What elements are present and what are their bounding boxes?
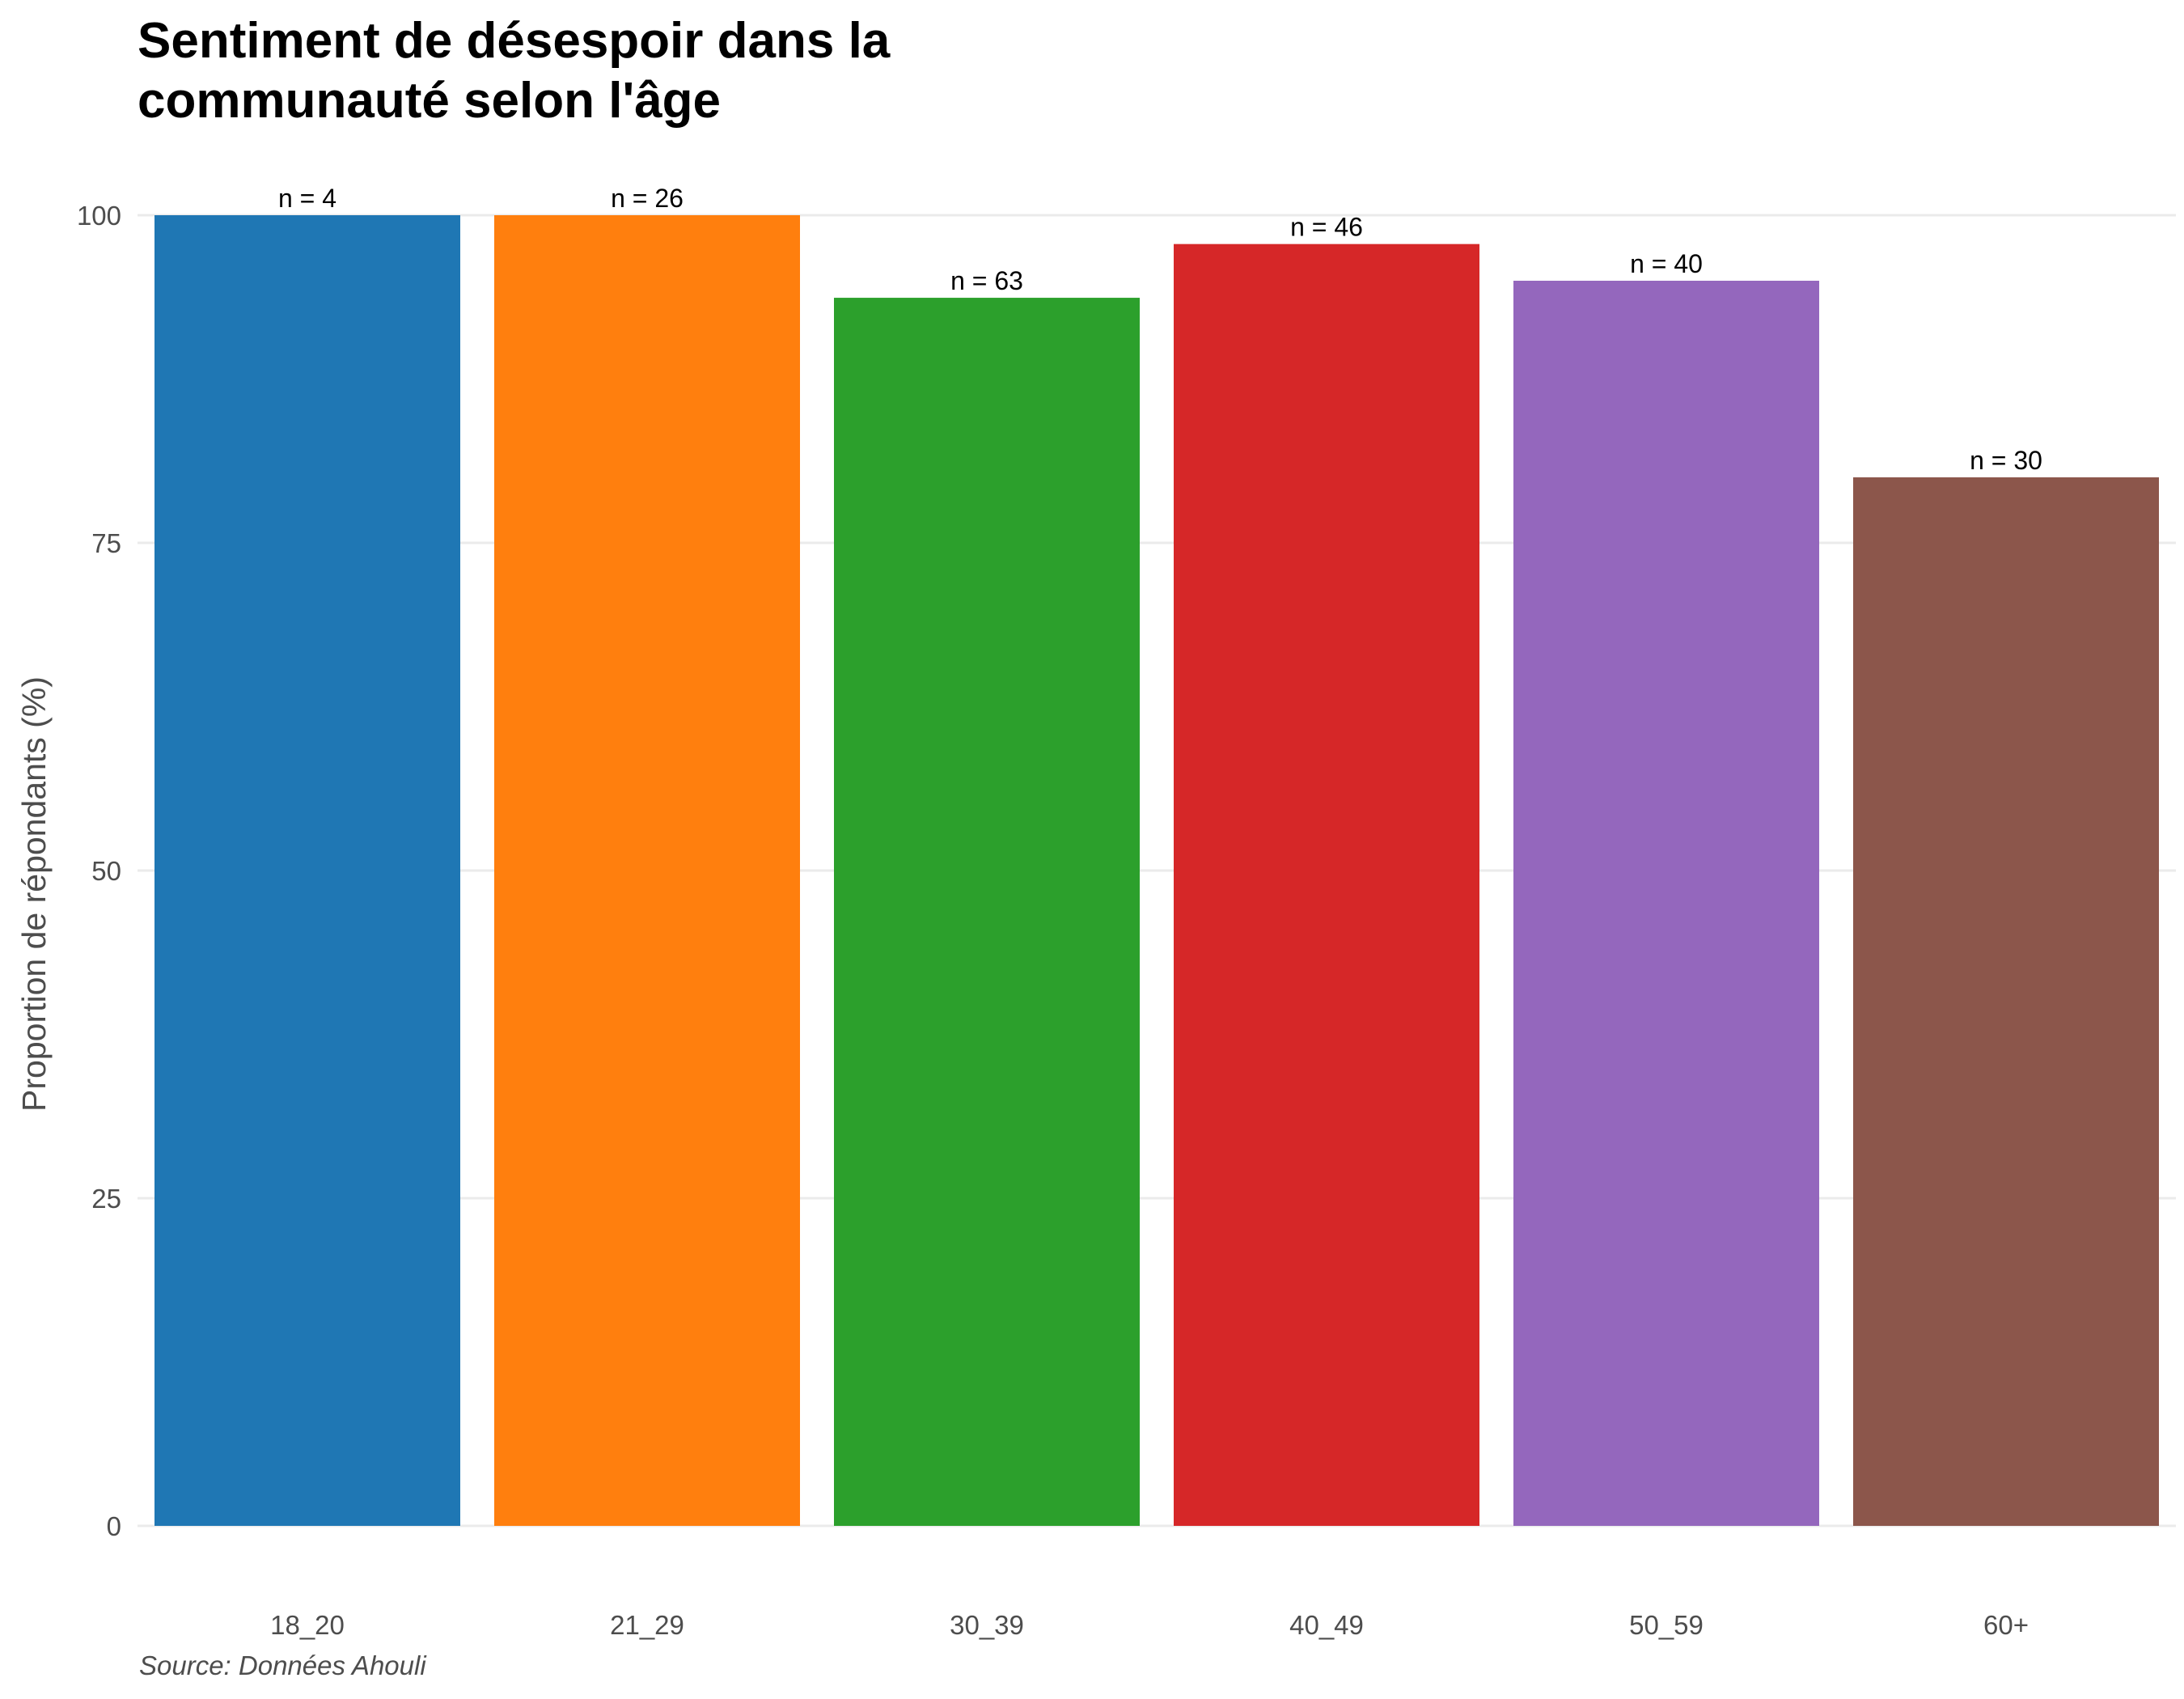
data-label-21_29: n = 26 [611,184,684,213]
y-tick-label-25: 25 [91,1184,121,1214]
bars: n = 4 n = 26 n = 63 n = 46 n = 40 n = 30 [154,184,2159,1526]
data-label-40_49: n = 46 [1290,213,1363,242]
data-label-30_39: n = 63 [950,266,1023,295]
chart-caption: Source: Données Ahouli [139,1650,426,1680]
x-tick-label-40_49: 40_49 [1289,1610,1364,1640]
bar-60+ [1853,477,2159,1526]
chart-title-line-1: Sentiment de désespoir dans la [138,13,891,69]
x-tick-label-21_29: 21_29 [610,1610,684,1640]
bar-21_29 [494,215,800,1526]
chart-title-line-2: communauté selon l'âge [138,73,722,129]
x-tick-label-50_59: 50_59 [1629,1610,1704,1640]
y-axis-ticks: 0 25 50 75 100 [77,201,121,1541]
data-label-50_59: n = 40 [1630,249,1703,278]
bar-40_49 [1174,244,1479,1526]
x-axis-ticks: 18_20 21_29 30_39 40_49 50_59 60+ [270,1610,2029,1640]
x-tick-label-30_39: 30_39 [950,1610,1024,1640]
chart-title: Sentiment de désespoir dans la communaut… [138,11,890,131]
y-tick-label-100: 100 [77,201,121,231]
bar-30_39 [834,298,1140,1526]
y-axis-title: Proportion de répondants (%) [15,676,53,1112]
y-tick-label-0: 0 [107,1511,121,1541]
x-tick-label-60+: 60+ [1983,1610,2029,1640]
data-label-60+: n = 30 [1970,446,2042,475]
x-tick-label-18_20: 18_20 [270,1610,345,1640]
gridlines [138,214,2176,1527]
y-tick-label-50: 50 [91,856,121,886]
bar-50_59 [1513,281,1819,1526]
bar-18_20 [154,215,460,1526]
data-label-18_20: n = 4 [278,184,336,213]
y-tick-label-75: 75 [91,528,121,558]
